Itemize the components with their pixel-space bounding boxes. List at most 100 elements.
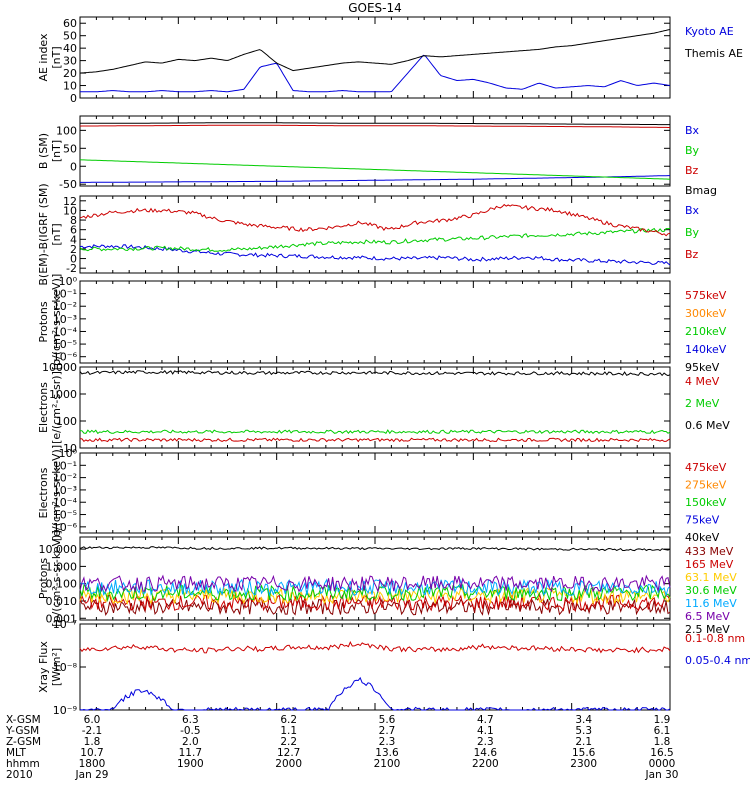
x-axis-value: 6.1 [654,725,671,737]
y-tick-label: 0 [70,253,77,266]
y-tick-label: 10⁻⁸ [53,661,78,674]
series-line-bx [80,175,670,183]
y-tick-label: -50 [59,178,77,191]
x-axis-value: 2200 [472,758,499,770]
x-axis-value: 3.4 [575,714,592,726]
panel-frame [79,366,671,449]
x-axis-row-label: X-GSM [6,714,41,726]
x-axis-value: 1.8 [84,736,101,748]
y-tick-label: 0 [70,92,77,105]
panel-frame [79,536,671,621]
x-axis-row-label: hhmm [6,758,40,770]
y-tick-label: 10⁰ [59,447,78,460]
y-axis-label: [e/(cm²-s-sr-keV)] [50,445,63,541]
x-axis-value: 2300 [570,758,597,770]
x-axis-value: 5.3 [575,725,592,737]
y-tick-label: 10⁻⁵ [53,509,77,522]
y-tick-label: 4 [70,233,77,246]
x-axis-value: 2.1 [575,736,592,748]
legend-entry: 40keV [685,531,720,544]
x-axis-value: 4.7 [477,714,494,726]
y-tick-label: 0.010 [46,595,78,608]
y-tick-label: 0.001 [46,612,78,625]
x-axis-value: 2.0 [182,736,199,748]
series-line-themis-ae [79,29,671,74]
legend-entry: 0.1-0.8 nm [685,632,745,645]
legend-entry: 575keV [685,289,727,302]
y-axis-label: [p/(cm²-s-sr-keV)] [50,274,63,371]
series-line-433-mev [79,597,671,616]
y-tick-label: 100 [56,124,77,137]
legend-entry: 2 MeV [685,397,720,410]
x-axis-row-label: Z-GSM [6,736,41,748]
y-axis-label: [nT] [50,223,63,245]
y-tick-label: 10000 [42,361,77,374]
y-axis-label: [e/(cm²-s-sr)] [50,371,63,444]
x-axis-value: 2.2 [280,736,297,748]
series-line-4-mev [79,437,671,443]
legend-entry: 150keV [685,496,727,509]
x-axis-value: 15.6 [572,747,596,759]
legend-entry: 63.1 MeV [685,571,737,584]
legend-entry: 165 MeV [685,558,734,571]
legend-entry: 275keV [685,479,727,492]
legend-entry: Bx [685,124,700,137]
series-line-by [79,159,671,180]
series-line-30-6-mev [79,583,671,603]
legend-entry: Kyoto AE [685,25,734,38]
series-line-63-1-mev [79,586,671,606]
y-tick-label: 10 [63,442,77,455]
y-axis-label: Protons [37,301,50,342]
legend-entry: 140keV [685,343,727,356]
legend-entry: Bx [685,204,700,217]
x-axis-row-label: Y-GSM [5,725,39,737]
y-tick-label: 6 [70,224,77,237]
legend-entry: Bz [685,164,699,177]
x-axis-value: 12.7 [277,747,300,759]
x-axis-value: 1.8 [654,736,671,748]
y-axis-label: [nT] [50,46,63,68]
series-line-0-1-0-8-nm [79,641,671,654]
legend-entry: 433 MeV [685,545,734,558]
y-tick-label: 40 [63,42,77,55]
legend-entry: 4 MeV [685,375,720,388]
series-line-by [79,227,671,252]
series-line-bz [79,203,671,237]
series-line-0-6-mev [79,370,671,377]
y-tick-label: 30 [63,55,77,68]
x-axis-value: 0000 [649,758,676,770]
x-axis-value: 1900 [177,758,204,770]
legend-entry: 11.6 MeV [685,597,737,610]
series-line-bx [79,244,671,266]
legend-entry: 0.6 MeV [685,419,730,432]
y-axis-label: Electrons [37,382,50,433]
legend-entry: 2.5 MeV [685,623,730,636]
y-axis-label: Protons [37,558,50,599]
legend-entry: 75keV [685,514,720,527]
y-axis-label: [p/(cm²-s-sr-keV)] [50,530,63,627]
legend-entry: 210keV [685,325,727,338]
x-axis-row-label: MLT [6,747,26,759]
y-tick-label: 10⁻⁵ [53,338,77,351]
x-axis-value: 1.9 [654,714,671,726]
x-axis-value: 2000 [275,758,302,770]
figure-title: GOES-14 [348,1,402,15]
y-axis-label: B(EM)-B(IGRF (SM) [37,183,50,285]
y-tick-label: 10⁻⁴ [53,325,78,338]
y-tick-label: 1.000 [46,560,78,573]
legend-entry: Themis AE [684,47,743,60]
series-line-11-6-mev [79,578,671,598]
panel-frame [79,452,671,534]
y-axis-label: AE index [37,33,50,82]
x-axis-row-label: 2010 [6,769,33,781]
legend-entry: By [685,226,700,239]
panel-b_sm: 100 50 0 -50 B (SM) [nT] Bx By Bz Bmag [37,115,717,197]
y-tick-label: 10⁻⁶ [53,351,78,364]
panel-frame [79,280,671,364]
legend-entry: 95keV [685,361,720,374]
x-axis-value: 6.2 [280,714,297,726]
y-tick-label: 10⁻³ [53,313,77,326]
x-axis-value: 2.3 [379,736,396,748]
